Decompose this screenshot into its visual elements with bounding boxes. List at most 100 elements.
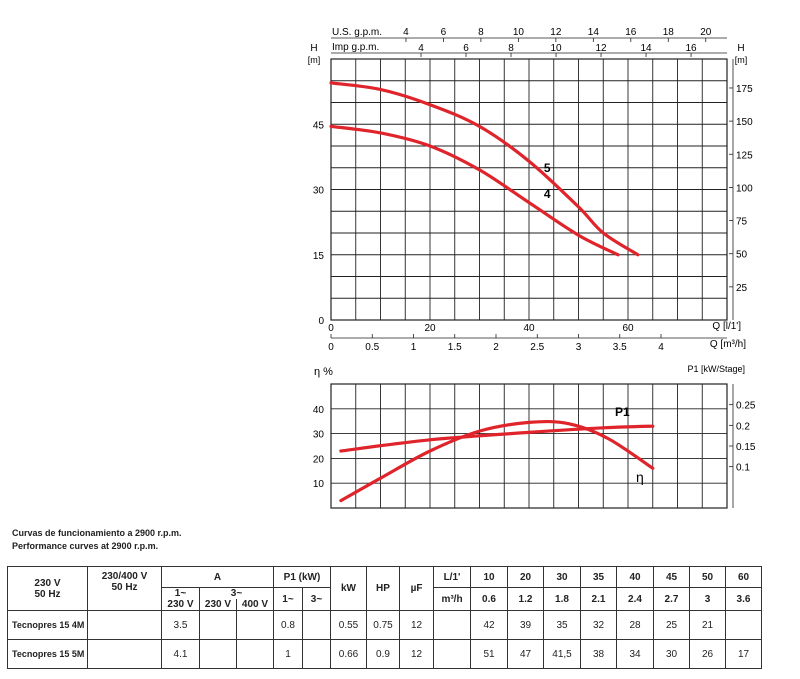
flow-l-cell: 50: [689, 566, 726, 588]
cell-head: 38: [580, 639, 617, 669]
caption-es: Curvas de funcionamiento a 2900 r.p.m.: [12, 528, 182, 538]
cell-l1: [433, 610, 471, 640]
eff-chart-curves: P1 η: [339, 405, 655, 503]
header-230v-50hz: 230 V 50 Hz: [7, 566, 88, 611]
model-name: Tecnopres 15 4M: [7, 610, 88, 640]
flow-l-cell: 60: [725, 566, 762, 588]
p1-tick-label: 0.2: [736, 421, 750, 432]
cell-hp: 0.75: [366, 610, 400, 640]
head-chart-ticks: 4 6 8 10 12 14 16 18 204 6 8 10 12 14 160 20 40 600 0.5 1 1.…: [313, 27, 753, 353]
cell-kw: 0.66: [330, 639, 367, 669]
impgpm-tick-label: 12: [595, 43, 607, 54]
q-m3h-tick-label: 1: [411, 342, 417, 353]
usgpm-tick-label: 8: [478, 27, 484, 38]
impgpm-tick-label: 6: [463, 43, 469, 54]
header-1ph-230v: 1~ 230 V: [161, 587, 200, 611]
cell-head: 42: [470, 610, 508, 640]
cell-head: 25: [653, 610, 690, 640]
h-ft-tick-label: 175: [736, 84, 753, 95]
h-m-tick-label: 30: [313, 186, 325, 197]
eff-chart: η % P1 [kW/Stage] 10 20 30 40 0.1 0.15 0.2 0.25…: [313, 364, 756, 509]
eta-tick-label: 10: [313, 479, 325, 490]
cell-kw: 0.55: [330, 610, 367, 640]
cell-a-1ph: 3.5: [161, 610, 200, 640]
impgpm-tick-label: 14: [640, 43, 652, 54]
header-m3h: m³/h: [433, 587, 471, 611]
q-lmin-axis-label: Q [l/1']: [712, 321, 741, 332]
flow-l-cell: 10: [470, 566, 508, 588]
q-m3h-tick-label: 2: [493, 342, 499, 353]
cell-a-1ph: 4.1: [161, 639, 200, 669]
cell-head: 35: [543, 610, 581, 640]
q-lmin-tick-label: 20: [424, 323, 436, 334]
header-kw: kW: [330, 566, 367, 611]
header-3ph: 3~ 230 V 400 V: [199, 587, 274, 611]
q-m3h-tick-label: 0: [328, 342, 334, 353]
q-m3h-tick-label: 0.5: [365, 342, 379, 353]
head-curve-label-4: 4: [544, 187, 551, 201]
caption-en: Performance curves at 2900 r.p.m.: [12, 541, 159, 551]
eta-curve: [339, 419, 655, 503]
usgpm-tick-label: 18: [663, 27, 675, 38]
eta-tick-label: 20: [313, 454, 325, 465]
eta-tick-label: 40: [313, 405, 325, 416]
h-left-label: H: [310, 43, 317, 54]
q-m3h-tick-label: 2.5: [530, 342, 544, 353]
h-m-tick-label: 15: [313, 251, 325, 262]
h-m-tick-label: 0: [318, 316, 324, 327]
cell-head: 47: [507, 639, 544, 669]
h-ft-tick-label: 25: [736, 283, 748, 294]
cell-a-3ph-230: [199, 639, 237, 669]
usgpm-tick-label: 20: [700, 27, 712, 38]
q-lmin-tick-label: 0: [328, 323, 334, 334]
cell-head: 34: [616, 639, 654, 669]
cell-hp: 0.9: [366, 639, 400, 669]
header-hp: HP: [366, 566, 400, 611]
flow-m3-cell: 1.8: [543, 587, 581, 611]
eff-chart-grid: [330, 383, 728, 509]
table-header-row-1: 230 V 50 Hz 230/400 V 50 Hz A P1 (kW) kW H…: [7, 566, 762, 611]
cell-p1-3ph: [302, 610, 331, 640]
impgpm-tick-label: 16: [685, 43, 697, 54]
cell-l1: [433, 639, 471, 669]
p1-tick-label: 0.15: [736, 442, 756, 453]
head-curve-label-5: 5: [544, 161, 551, 175]
q-m3h-tick-label: 1.5: [448, 342, 462, 353]
h-left-unit: [m]: [308, 55, 321, 65]
cell-head: 39: [507, 610, 544, 640]
cell-p1-1ph: 1: [273, 639, 303, 669]
head-curve-4: [329, 124, 620, 257]
model-name: Tecnopres 15 5M: [7, 639, 88, 669]
cell-p1-1ph: 0.8: [273, 610, 303, 640]
q-lmin-tick-label: 40: [523, 323, 535, 334]
cell-uf: 12: [399, 639, 434, 669]
cell-p1-3ph: [302, 639, 331, 669]
table-row: Tecnopres 15 4M 3.5 0.8 0.55 0.75 12 42 …: [7, 610, 762, 640]
cell-a-3ph-230: [199, 610, 237, 640]
cell-230400: [87, 639, 162, 669]
cell-head: 32: [580, 610, 617, 640]
eff-chart-ticks: 10 20 30 40 0.1 0.15 0.2 0.25: [313, 384, 756, 508]
cell-a-3ph-400: [236, 610, 274, 640]
charts-canvas: H [m] H [m] U.S. g.p.m. Imp g.p.m. Q [l/…: [308, 27, 756, 509]
header-l1: L/1': [433, 566, 471, 588]
h-ft-tick-label: 125: [736, 150, 753, 161]
cell-230400: [87, 610, 162, 640]
performance-table: 230 V 50 Hz 230/400 V 50 Hz A P1 (kW) kW H…: [7, 566, 762, 669]
head-curve-5: [329, 81, 640, 257]
cell-head: 30: [653, 639, 690, 669]
h-right-label: H: [737, 43, 744, 54]
flow-l-cell: 35: [580, 566, 617, 588]
impgpm-axis-label: Imp g.p.m.: [332, 42, 379, 53]
impgpm-tick-label: 10: [550, 43, 562, 54]
table-header-row-2: 1~ 230 V 3~ 230 V 400 V 1~ 3~ m³/h 0.6 1.2 …: [8, 587, 762, 611]
flow-m3-cell: 0.6: [470, 587, 508, 611]
cell-head: 41,5: [543, 639, 581, 669]
cell-head: 51: [470, 639, 508, 669]
header-p1-3ph: 3~: [302, 587, 331, 611]
head-chart-curves: 54: [329, 81, 640, 257]
cell-head: 17: [725, 639, 762, 669]
flow-l-cell: 45: [653, 566, 690, 588]
header-230400v-50hz: 230/400 V 50 Hz: [87, 566, 162, 611]
q-lmin-tick-label: 60: [622, 323, 634, 334]
